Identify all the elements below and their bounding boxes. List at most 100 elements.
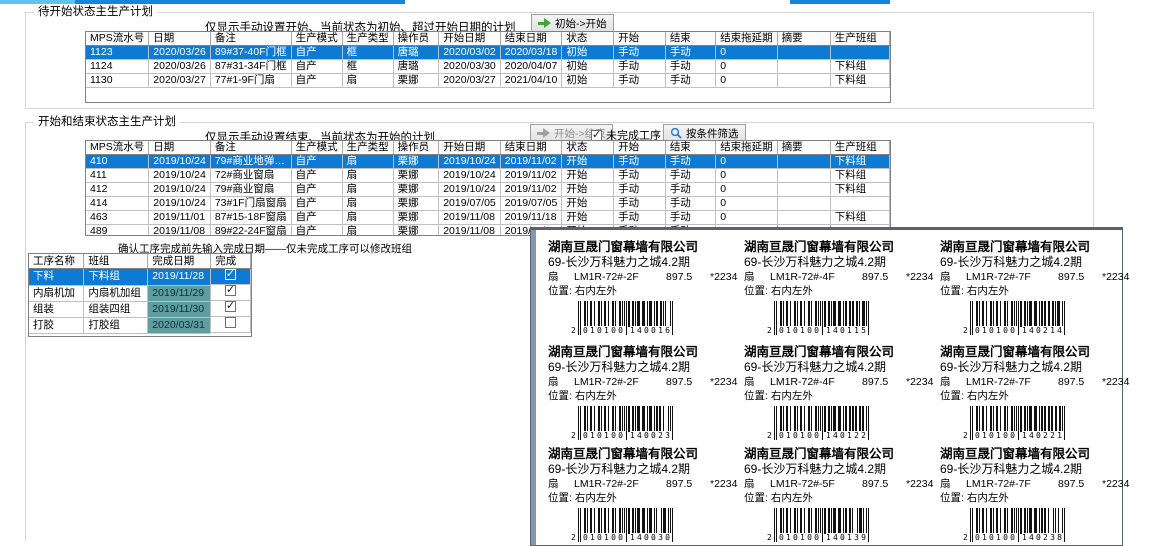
cell-delay[interactable]: 0 xyxy=(715,73,778,88)
column-header[interactable]: 结束日期 xyxy=(500,141,563,155)
cell-date[interactable]: 2020/03/26 xyxy=(148,59,211,74)
cell-sn[interactable]: 463 xyxy=(86,210,150,225)
cell-summary[interactable] xyxy=(777,196,831,211)
table-row[interactable]: 组装 组装四组 2019/11/30 xyxy=(29,301,251,318)
cell-operator[interactable]: 栗娜 xyxy=(393,196,440,211)
cell-note[interactable]: 77#1-9F门扇 xyxy=(210,73,292,88)
cell-end_date[interactable]: 2020/03/18 xyxy=(500,45,563,60)
cell-team[interactable]: 组装四组 xyxy=(83,301,149,318)
cell-start[interactable]: 手动 xyxy=(613,154,666,169)
cell-mode[interactable]: 自产 xyxy=(291,210,343,225)
cell-sn[interactable]: 489 xyxy=(86,224,150,235)
cell-start_date[interactable]: 2020/03/02 xyxy=(438,45,501,60)
column-header[interactable]: 开始日期 xyxy=(438,141,501,155)
cell-sn[interactable]: 1130 xyxy=(86,73,150,88)
cell-status[interactable]: 开始 xyxy=(561,210,615,225)
cell-end[interactable]: 手动 xyxy=(665,196,717,211)
cell-date[interactable]: 2019/11/28 xyxy=(147,268,212,286)
cell-end[interactable]: 手动 xyxy=(665,182,717,197)
column-header[interactable]: 生产类型 xyxy=(342,141,394,155)
column-header[interactable]: 完成日期 xyxy=(147,254,212,269)
cell-operator[interactable]: 唐璐 xyxy=(393,45,440,60)
cell-operator[interactable]: 唐璐 xyxy=(393,59,440,74)
cell-end[interactable]: 手动 xyxy=(665,168,717,183)
cell-date[interactable]: 2019/11/30 xyxy=(147,301,212,318)
cell-operator[interactable]: 栗娜 xyxy=(393,210,440,225)
cell-note[interactable]: 72#商业窗扇 xyxy=(210,168,292,183)
cell-start[interactable]: 手动 xyxy=(613,182,666,197)
cell-team[interactable]: 下料组 xyxy=(830,154,890,169)
cell-summary[interactable] xyxy=(777,182,831,197)
column-header[interactable]: 日期 xyxy=(148,141,211,155)
cell-date[interactable]: 2019/10/24 xyxy=(148,196,211,211)
cell-operator[interactable]: 栗娜 xyxy=(393,168,440,183)
cell-ptype[interactable]: 扇 xyxy=(342,182,394,197)
cell-end[interactable]: 手动 xyxy=(665,45,717,60)
cell-operator[interactable]: 栗娜 xyxy=(393,182,440,197)
cell-date[interactable]: 2019/11/01 xyxy=(148,210,211,225)
column-header[interactable]: 备注 xyxy=(210,141,292,155)
cell-start_date[interactable]: 2019/10/24 xyxy=(438,182,501,197)
cell-ptype[interactable]: 扇 xyxy=(342,210,394,225)
cell-team[interactable]: 打胶组 xyxy=(83,317,149,334)
cell-date[interactable]: 2020/03/27 xyxy=(148,73,211,88)
column-header[interactable]: 班组 xyxy=(83,254,149,269)
cell-ptype[interactable]: 扇 xyxy=(342,224,394,235)
init-to-start-button[interactable]: 初始->开始 xyxy=(531,14,614,32)
cell-team[interactable]: 下料组 xyxy=(83,268,149,286)
cell-name[interactable]: 打胶 xyxy=(29,317,85,334)
cell-status[interactable]: 开始 xyxy=(561,154,615,169)
column-header[interactable]: 完成 xyxy=(210,254,251,269)
cell-mode[interactable]: 自产 xyxy=(291,182,343,197)
table-row[interactable]: 463 2019/11/01 87#15-18F窗扇 自产扇栗娜 2019/11/08 2… xyxy=(86,210,890,225)
cell-team[interactable]: 下料组 xyxy=(830,168,890,183)
cell-delay[interactable]: 0 xyxy=(715,154,778,169)
cell-status[interactable]: 初始 xyxy=(561,45,615,60)
cell-note[interactable]: 87#31-34F门框 xyxy=(210,59,292,74)
table-row[interactable]: 下料 下料组 2019/11/28 xyxy=(29,268,251,286)
column-header[interactable]: MPS流水号 xyxy=(86,141,150,155)
cell-team[interactable] xyxy=(830,45,890,60)
cell-summary[interactable] xyxy=(777,168,831,183)
process-done-checkbox[interactable] xyxy=(224,317,236,328)
column-header[interactable]: 结束 xyxy=(665,32,717,46)
cell-end_date[interactable]: 2020/04/07 xyxy=(500,59,563,74)
cell-end_date[interactable]: 2019/11/02 xyxy=(500,154,563,169)
column-header[interactable]: 结束 xyxy=(665,141,717,155)
cell-status[interactable]: 初始 xyxy=(561,73,615,88)
cell-status[interactable]: 开始 xyxy=(561,168,615,183)
cell-sn[interactable]: 411 xyxy=(86,168,150,183)
cell-name[interactable]: 内扇机加 xyxy=(29,285,85,302)
cell-note[interactable]: 73#1F门扇窗扇 xyxy=(210,196,292,211)
table-row[interactable]: 内扇机加 内扇机加组 2019/11/29 xyxy=(29,285,251,302)
cell-status[interactable]: 开始 xyxy=(561,182,615,197)
cell-start[interactable]: 手动 xyxy=(613,196,666,211)
cell-sn[interactable]: 1123 xyxy=(86,45,150,60)
cell-summary[interactable] xyxy=(777,210,831,225)
cell-ptype[interactable]: 扇 xyxy=(342,73,394,88)
filter-button[interactable]: 按条件筛选 xyxy=(663,124,746,142)
cell-date[interactable]: 2019/11/08 xyxy=(148,224,211,235)
cell-summary[interactable] xyxy=(777,154,831,169)
cell-done[interactable] xyxy=(211,301,251,317)
table-row[interactable]: 410 2019/10/24 79#商业地弹… 自产扇栗娜 2019/10/24 2019… xyxy=(86,154,890,169)
cell-end[interactable]: 手动 xyxy=(665,59,717,74)
cell-sn[interactable]: 414 xyxy=(86,196,150,211)
cell-summary[interactable] xyxy=(777,59,831,74)
table-row[interactable]: 打胶 打胶组 2020/03/31 xyxy=(29,317,251,334)
cell-ptype[interactable]: 扇 xyxy=(342,196,394,211)
cell-operator[interactable]: 栗娜 xyxy=(393,224,440,235)
cell-date[interactable]: 2020/03/31 xyxy=(147,317,212,334)
cell-start_date[interactable]: 2020/03/27 xyxy=(438,73,501,88)
column-header[interactable]: 状态 xyxy=(561,141,615,155)
cell-start_date[interactable]: 2019/10/24 xyxy=(438,168,501,183)
cell-ptype[interactable]: 扇 xyxy=(342,168,394,183)
cell-start_date[interactable]: 2019/11/08 xyxy=(438,210,501,225)
cell-summary[interactable] xyxy=(777,73,831,88)
table-row[interactable]: 412 2019/10/24 79#商业窗扇 自产扇栗娜 2019/10/24 2019/… xyxy=(86,182,890,197)
table-row[interactable]: 414 2019/10/24 73#1F门扇窗扇 自产扇栗娜 2019/07/05 201… xyxy=(86,196,890,211)
cell-delay[interactable]: 0 xyxy=(715,196,778,211)
cell-sn[interactable]: 1124 xyxy=(86,59,150,74)
cell-status[interactable]: 初始 xyxy=(561,59,615,74)
cell-team[interactable]: 下料组 xyxy=(830,210,890,225)
